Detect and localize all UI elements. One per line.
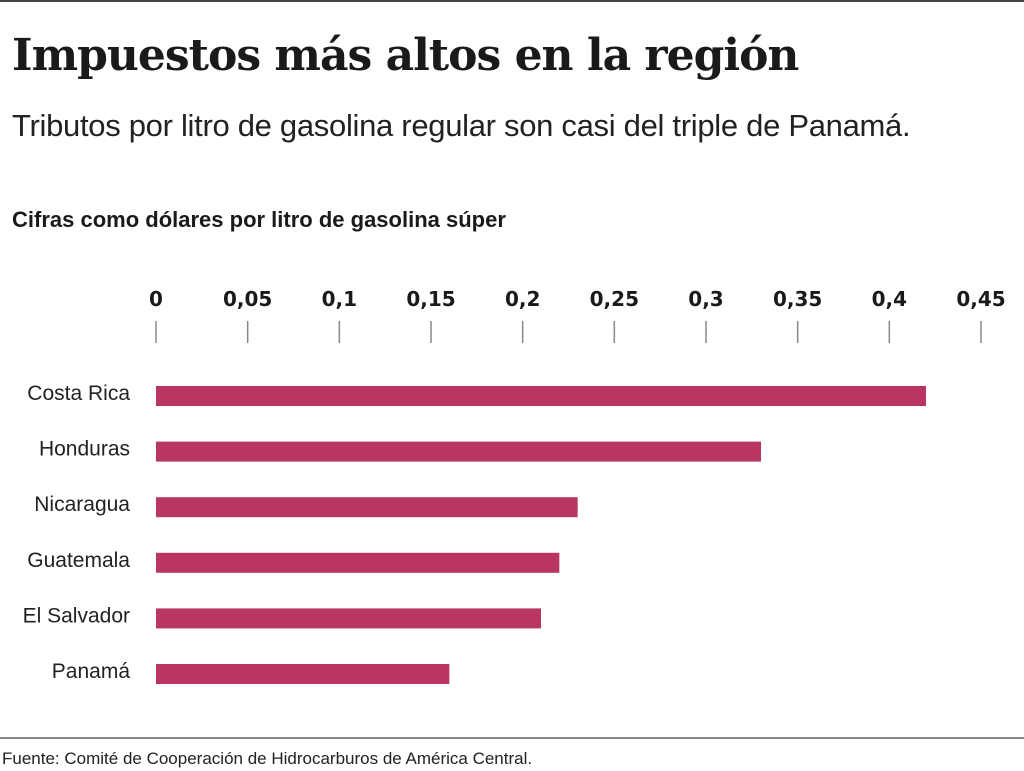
page-subtitle: Tributos por litro de gasolina regular s… [12, 108, 911, 143]
bottom-rule [0, 737, 1024, 739]
bar-panama [156, 664, 450, 684]
bar-guatemala [156, 552, 560, 573]
top-rule [0, 0, 1024, 2]
bar-costa-rica [156, 386, 926, 406]
x-tick-label: 0,2 [505, 287, 540, 311]
category-labels: Costa Rica Honduras Nicaragua Guatemala El S… [23, 382, 131, 683]
category-label: Nicaragua [34, 493, 130, 516]
x-tick-label: 0,1 [322, 287, 357, 311]
category-label: Costa Rica [27, 382, 130, 405]
x-axis: 0 0,05 0,1 0,15 0,2 0,25 0,3 0,35 0,4 0,45 [149, 287, 1006, 343]
bars [156, 386, 926, 684]
category-label: Panamá [52, 660, 131, 683]
x-tick-label: 0 [149, 287, 163, 311]
x-tick-label: 0,05 [223, 287, 272, 311]
bar-el-salvador [156, 608, 541, 629]
category-label: El Salvador [23, 604, 130, 627]
x-tick-label: 0,45 [956, 287, 1005, 311]
page-title: Impuestos más altos en la región [12, 30, 799, 81]
x-tick-label: 0,3 [688, 287, 723, 311]
x-tick-label: 0,35 [773, 287, 822, 311]
x-tick-label: 0,15 [406, 287, 455, 311]
bar-chart: 0 0,05 0,1 0,15 0,2 0,25 0,3 0,35 0,4 0,45 Costa … [23, 287, 1006, 684]
bar-honduras [156, 441, 761, 462]
source-note: Fuente: Comité de Cooperación de Hidroca… [2, 749, 533, 768]
category-label: Guatemala [27, 549, 130, 572]
bar-nicaragua [156, 497, 578, 518]
category-label: Honduras [39, 438, 130, 461]
x-tick-label: 0,4 [872, 287, 907, 311]
x-tick-label: 0,25 [590, 287, 639, 311]
chart-title: Cifras como dólares por litro de gasolin… [12, 207, 506, 232]
